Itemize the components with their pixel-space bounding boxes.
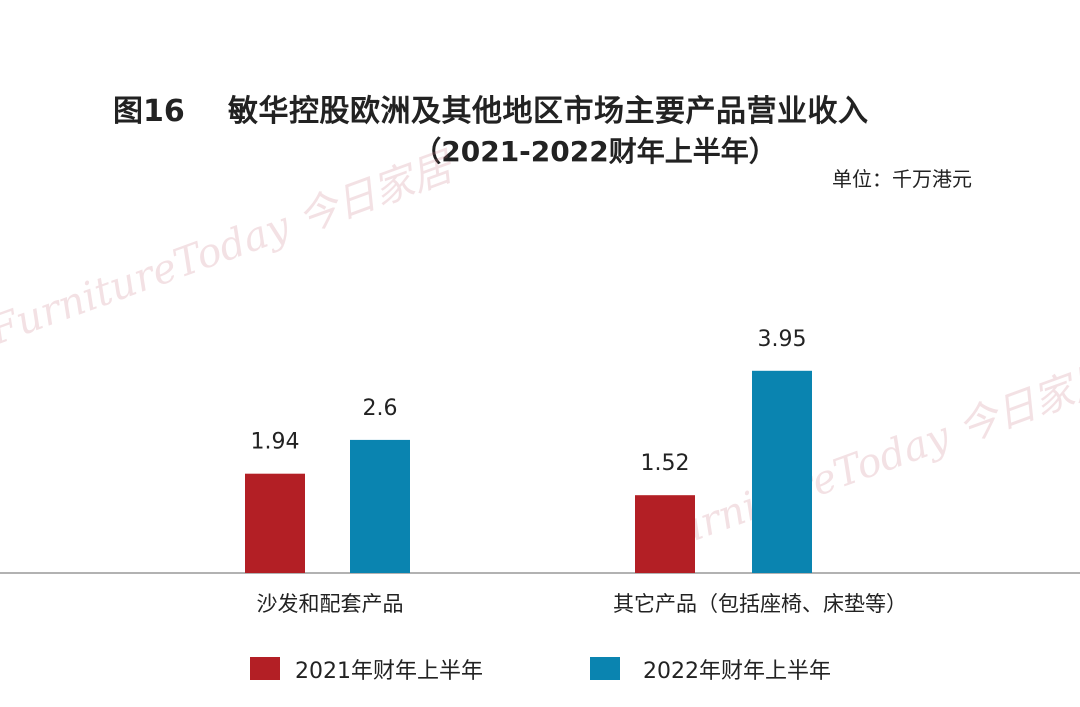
chart-title: 敏华控股欧洲及其他地区市场主要产品营业收入 [228,94,869,129]
legend-label: 2022年财年上半年 [643,659,831,684]
bar [635,495,695,573]
chart-subtitle: （2021-2022财年上半年） [413,135,777,168]
bar [350,439,410,573]
data-label: 3.95 [758,327,807,352]
legend-swatch [250,657,280,680]
bar [245,473,305,573]
category-label: 沙发和配套产品 [257,592,404,616]
unit-label: 单位：千万港元 [832,167,972,191]
category-label: 其它产品（包括座椅、床垫等） [613,592,907,616]
legend-swatch [590,657,620,680]
data-label: 1.94 [251,430,300,455]
figure-number: 图16 [113,94,185,129]
data-label: 1.52 [641,451,690,476]
legend-label: 2021年财年上半年 [295,659,483,684]
bar [752,370,812,573]
data-label: 2.6 [363,396,398,421]
